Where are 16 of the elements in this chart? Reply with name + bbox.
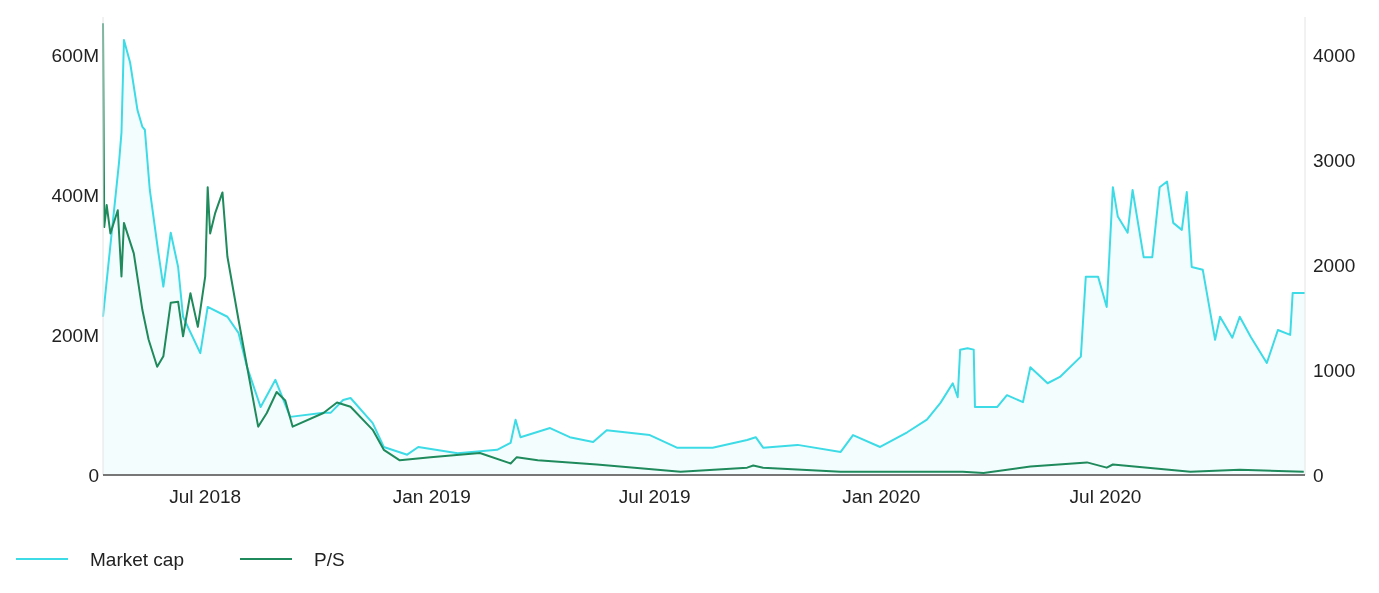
x-tick-label: Jul 2018 [169,486,242,507]
x-tick-label: Jul 2020 [1069,486,1142,507]
y2-tick-label: 3000 [1313,149,1356,171]
y2-tick-label: 1000 [1313,359,1356,381]
y2-tick-label: 0 [1313,465,1324,486]
y-tick-label: 0 [88,465,99,486]
y-tick-label: 600M [51,44,99,66]
legend-label: Market cap [90,549,184,570]
x-tick-label: Jul 2019 [618,486,691,507]
legend-label: P/S [314,549,345,570]
y-tick-label: 400M [51,184,99,206]
x-tick-label: Jan 2020 [842,486,921,507]
y-tick-label: 200M [51,324,99,346]
y2-tick-label: 2000 [1313,254,1356,276]
y2-tick-label: 4000 [1313,44,1356,66]
x-tick-label: Jan 2019 [392,486,471,507]
